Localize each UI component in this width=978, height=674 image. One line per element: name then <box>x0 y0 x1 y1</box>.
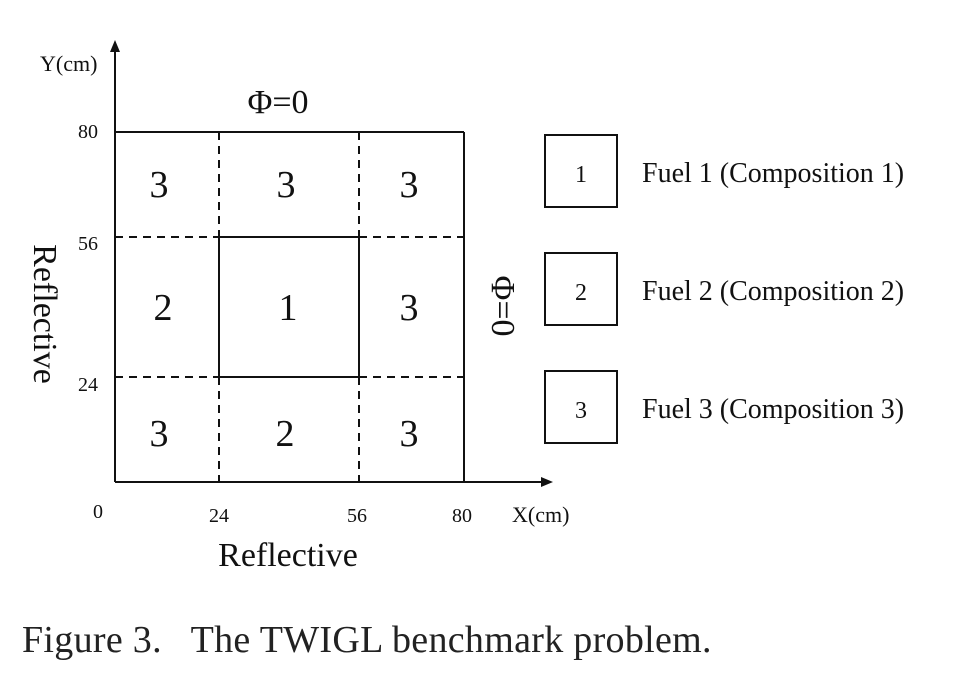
region-composition: 1 <box>279 287 298 329</box>
region-composition: 3 <box>150 413 169 455</box>
region-dividers <box>115 132 464 482</box>
legend-label: Fuel 1 (Composition 1) <box>642 158 904 189</box>
x-tick-label: 80 <box>452 505 472 527</box>
figure-caption: Figure 3. The TWIGL benchmark problem. <box>22 619 712 661</box>
legend-key: 3 <box>575 398 587 424</box>
x-axis-label: X(cm) <box>512 502 569 527</box>
region-composition: 2 <box>154 287 173 329</box>
origin-label: 0 <box>93 501 103 523</box>
legend-label: Fuel 3 (Composition 3) <box>642 394 904 425</box>
top-boundary-label: Φ=0 <box>247 84 308 121</box>
y-tick-label: 80 <box>78 121 98 143</box>
x-axis-arrow <box>541 477 553 487</box>
x-tick-label: 56 <box>347 505 367 527</box>
region-composition: 3 <box>400 287 419 329</box>
axes <box>114 48 545 483</box>
y-axis-label: Y(cm) <box>40 51 97 76</box>
legend: 1 Fuel 1 (Composition 1) 2 Fuel 2 (Compo… <box>544 134 904 444</box>
region-composition: 3 <box>400 164 419 206</box>
region-outline <box>115 131 465 482</box>
y-tick-label: 24 <box>78 374 98 396</box>
region-labels: 3 3 3 2 1 3 3 2 3 <box>150 164 419 455</box>
bottom-boundary-label: Reflective <box>218 537 358 574</box>
x-tick-label: 24 <box>209 505 229 527</box>
left-boundary-label: Reflective <box>26 244 63 384</box>
region-composition: 2 <box>276 413 295 455</box>
legend-key-box <box>544 252 618 326</box>
legend-key-box <box>544 134 618 208</box>
y-tick-label: 56 <box>78 233 98 255</box>
legend-key-box <box>544 370 618 444</box>
region-composition: 3 <box>277 164 296 206</box>
legend-label: Fuel 2 (Composition 2) <box>642 276 904 307</box>
y-axis-arrow <box>110 40 120 52</box>
legend-key: 2 <box>575 280 587 306</box>
legend-key: 1 <box>575 162 587 188</box>
region-composition: 3 <box>150 164 169 206</box>
right-boundary-label: Φ=0 <box>484 275 521 336</box>
region-composition: 3 <box>400 413 419 455</box>
